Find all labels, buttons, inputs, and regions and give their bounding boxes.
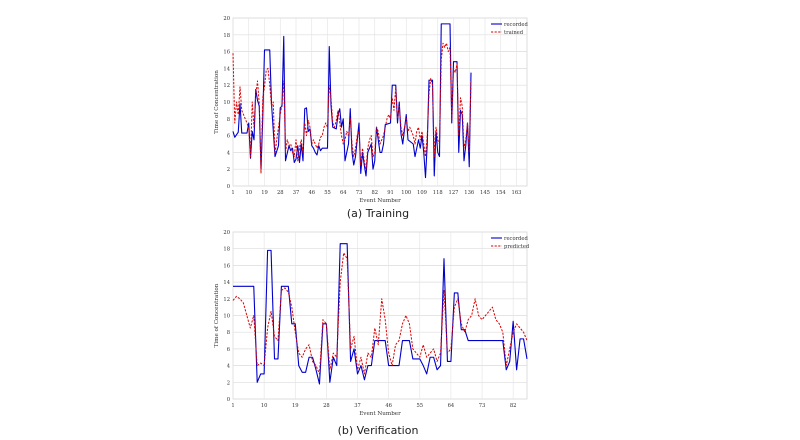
chart-b-y-tick-label: 20 <box>223 230 230 236</box>
chart-b-x-tick-label: 46 <box>385 403 392 409</box>
chart-a-x-tick-label: 73 <box>356 190 363 196</box>
chart-b-y-tick-label: 6 <box>227 347 230 353</box>
chart-a-x-tick-label: 127 <box>449 190 459 196</box>
chart-a-x-tick-label: 154 <box>496 190 507 196</box>
chart-a-x-tick-label: 136 <box>464 190 474 196</box>
chart-b-y-tick-label: 8 <box>227 330 230 336</box>
chart-a-y-tick-label: 10 <box>223 100 230 106</box>
chart-a-x-tick-label: 55 <box>324 190 331 196</box>
chart-a-legend-label-recorded: recorded <box>504 22 528 28</box>
verification-caption: (b) Verification <box>337 424 419 437</box>
chart-b-y-tick-label: 4 <box>227 364 231 370</box>
chart-a-y-tick-label: 16 <box>223 50 230 56</box>
chart-a-y-tick-label: 18 <box>223 33 230 39</box>
chart-b-y-tick-label: 16 <box>223 263 230 269</box>
chart-a-x-axis-label: Event Number <box>359 198 401 204</box>
chart-b-x-tick-label: 55 <box>416 403 423 409</box>
chart-a-y-tick-label: 8 <box>227 117 230 123</box>
chart-a-x-tick-label: 145 <box>480 190 490 196</box>
chart-b-x-tick-label: 19 <box>292 403 299 409</box>
chart-a-x-tick-label: 100 <box>401 190 411 196</box>
chart-b-y-tick-label: 18 <box>223 247 230 253</box>
chart-a-y-tick-label: 14 <box>223 66 230 72</box>
chart-b-x-tick-label: 64 <box>448 403 455 409</box>
chart-a-y-tick-label: 0 <box>227 184 230 190</box>
chart-b-x-axis-label: Event Number <box>359 411 401 417</box>
chart-b-x-tick-label: 82 <box>510 403 517 409</box>
chart-b-legend-label-recorded: recorded <box>504 236 528 242</box>
chart-a-x-tick-label: 109 <box>417 190 427 196</box>
chart-b-y-tick-label: 0 <box>227 397 230 403</box>
chart-a-y-tick-label: 4 <box>227 150 231 156</box>
chart-a-y-tick-label: 6 <box>227 134 230 140</box>
chart-a-x-tick-label: 28 <box>277 190 284 196</box>
chart-b-x-tick-label: 10 <box>261 403 268 409</box>
chart-b-y-tick-label: 2 <box>227 380 230 386</box>
chart-a-y-axis-label: Time of Concentration <box>214 70 220 134</box>
chart-a-x-tick-label: 163 <box>512 190 522 196</box>
chart-a-x-tick-label: 10 <box>245 190 252 196</box>
chart-a-x-tick-label: 91 <box>387 190 394 196</box>
chart-a-y-tick-label: 2 <box>227 167 230 173</box>
chart-b-y-tick-label: 10 <box>223 314 230 320</box>
chart-b-series-predicted-line <box>232 252 528 375</box>
chart-b-x-tick-label: 73 <box>479 403 486 409</box>
chart-b-x-tick-label: 28 <box>323 403 330 409</box>
chart-b-y-axis-label: Time of Concentration <box>214 283 220 347</box>
chart-a-x-tick-label: 1 <box>231 190 234 196</box>
chart-a-x-tick-label: 82 <box>371 190 378 196</box>
chart-b-legend-label-predicted: predicted <box>504 244 530 250</box>
chart-b-y-tick-label: 14 <box>223 280 230 286</box>
chart-a-legend-label-trained: trained <box>504 30 524 36</box>
chart-a-x-tick-label: 46 <box>308 190 315 196</box>
chart-b-series-recorded-line <box>233 243 528 385</box>
chart-a-x-tick-label: 118 <box>433 190 443 196</box>
chart-b-x-tick-label: 37 <box>354 403 361 409</box>
chart-a-y-tick-label: 12 <box>223 83 230 89</box>
chart-a-y-tick-label: 20 <box>223 16 230 22</box>
chart-b-y-tick-label: 12 <box>223 297 230 303</box>
chart-a-x-tick-label: 64 <box>340 190 347 196</box>
training-caption: (a) Training <box>346 207 410 220</box>
chart-a-x-tick-label: 37 <box>293 190 300 196</box>
chart-a-x-tick-label: 19 <box>261 190 268 196</box>
chart-b-x-tick-label: 1 <box>231 403 234 409</box>
chart-a-series-trained-line <box>232 42 472 174</box>
